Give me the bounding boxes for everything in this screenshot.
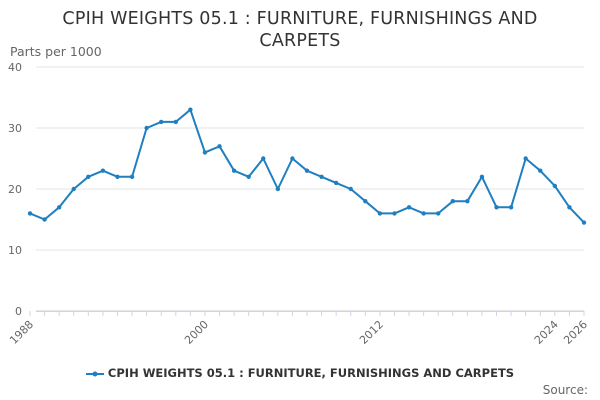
y-tick-label: 10 <box>8 244 22 257</box>
data-point <box>567 205 572 210</box>
data-point <box>42 217 47 222</box>
x-tick-label: 2012 <box>357 318 386 347</box>
chart-title: CPIH WEIGHTS 05.1 : FURNITURE, FURNISHIN… <box>62 9 538 51</box>
data-point <box>552 183 558 189</box>
data-point <box>86 174 91 179</box>
data-point <box>581 220 587 225</box>
series-line <box>29 108 585 224</box>
data-point <box>319 174 324 179</box>
legend-marker-icon <box>85 371 104 376</box>
data-point <box>436 211 441 216</box>
data-point <box>202 150 208 155</box>
legend-label: CPIH WEIGHTS 05.1 : FURNITURE, FURNISHIN… <box>107 366 515 380</box>
x-tick-label: 2026 <box>561 318 590 347</box>
data-point <box>188 107 193 112</box>
data-point <box>538 168 543 173</box>
source-label: Source: <box>542 383 588 397</box>
data-point <box>421 211 426 216</box>
data-point <box>523 156 528 161</box>
data-point <box>508 205 514 210</box>
legend[interactable]: CPIH WEIGHTS 05.1 : FURNITURE, FURNISHIN… <box>0 366 600 380</box>
y-axis-label: Parts per 1000 <box>10 44 102 59</box>
data-point <box>392 211 397 216</box>
data-point <box>173 119 178 125</box>
data-point <box>304 168 310 173</box>
data-point <box>56 205 62 210</box>
data-point <box>450 199 455 204</box>
data-point <box>261 156 266 161</box>
data-point <box>333 180 339 186</box>
data-point <box>159 119 164 125</box>
data-point <box>290 156 295 161</box>
data-point <box>115 174 120 179</box>
y-tick-label: 40 <box>8 61 22 74</box>
x-tick-label: 1988 <box>7 318 36 347</box>
data-point <box>377 211 383 216</box>
data-point <box>406 205 412 210</box>
data-point <box>479 174 485 179</box>
x-tick-label: 2000 <box>182 318 211 347</box>
data-point <box>71 186 76 192</box>
data-point <box>27 211 33 216</box>
data-point <box>494 205 499 210</box>
data-point <box>144 125 149 131</box>
y-tick-label: 30 <box>8 122 22 135</box>
data-point <box>217 144 222 149</box>
y-tick-label: 0 <box>15 305 22 318</box>
data-point <box>129 174 135 179</box>
x-tick-label: 2024 <box>532 318 561 347</box>
data-point <box>348 186 353 192</box>
data-point <box>363 199 368 204</box>
data-point <box>275 186 281 192</box>
data-point <box>100 168 106 173</box>
y-tick-label: 20 <box>8 183 22 196</box>
data-point <box>246 174 251 179</box>
data-point <box>231 168 237 173</box>
data-point <box>465 199 470 204</box>
